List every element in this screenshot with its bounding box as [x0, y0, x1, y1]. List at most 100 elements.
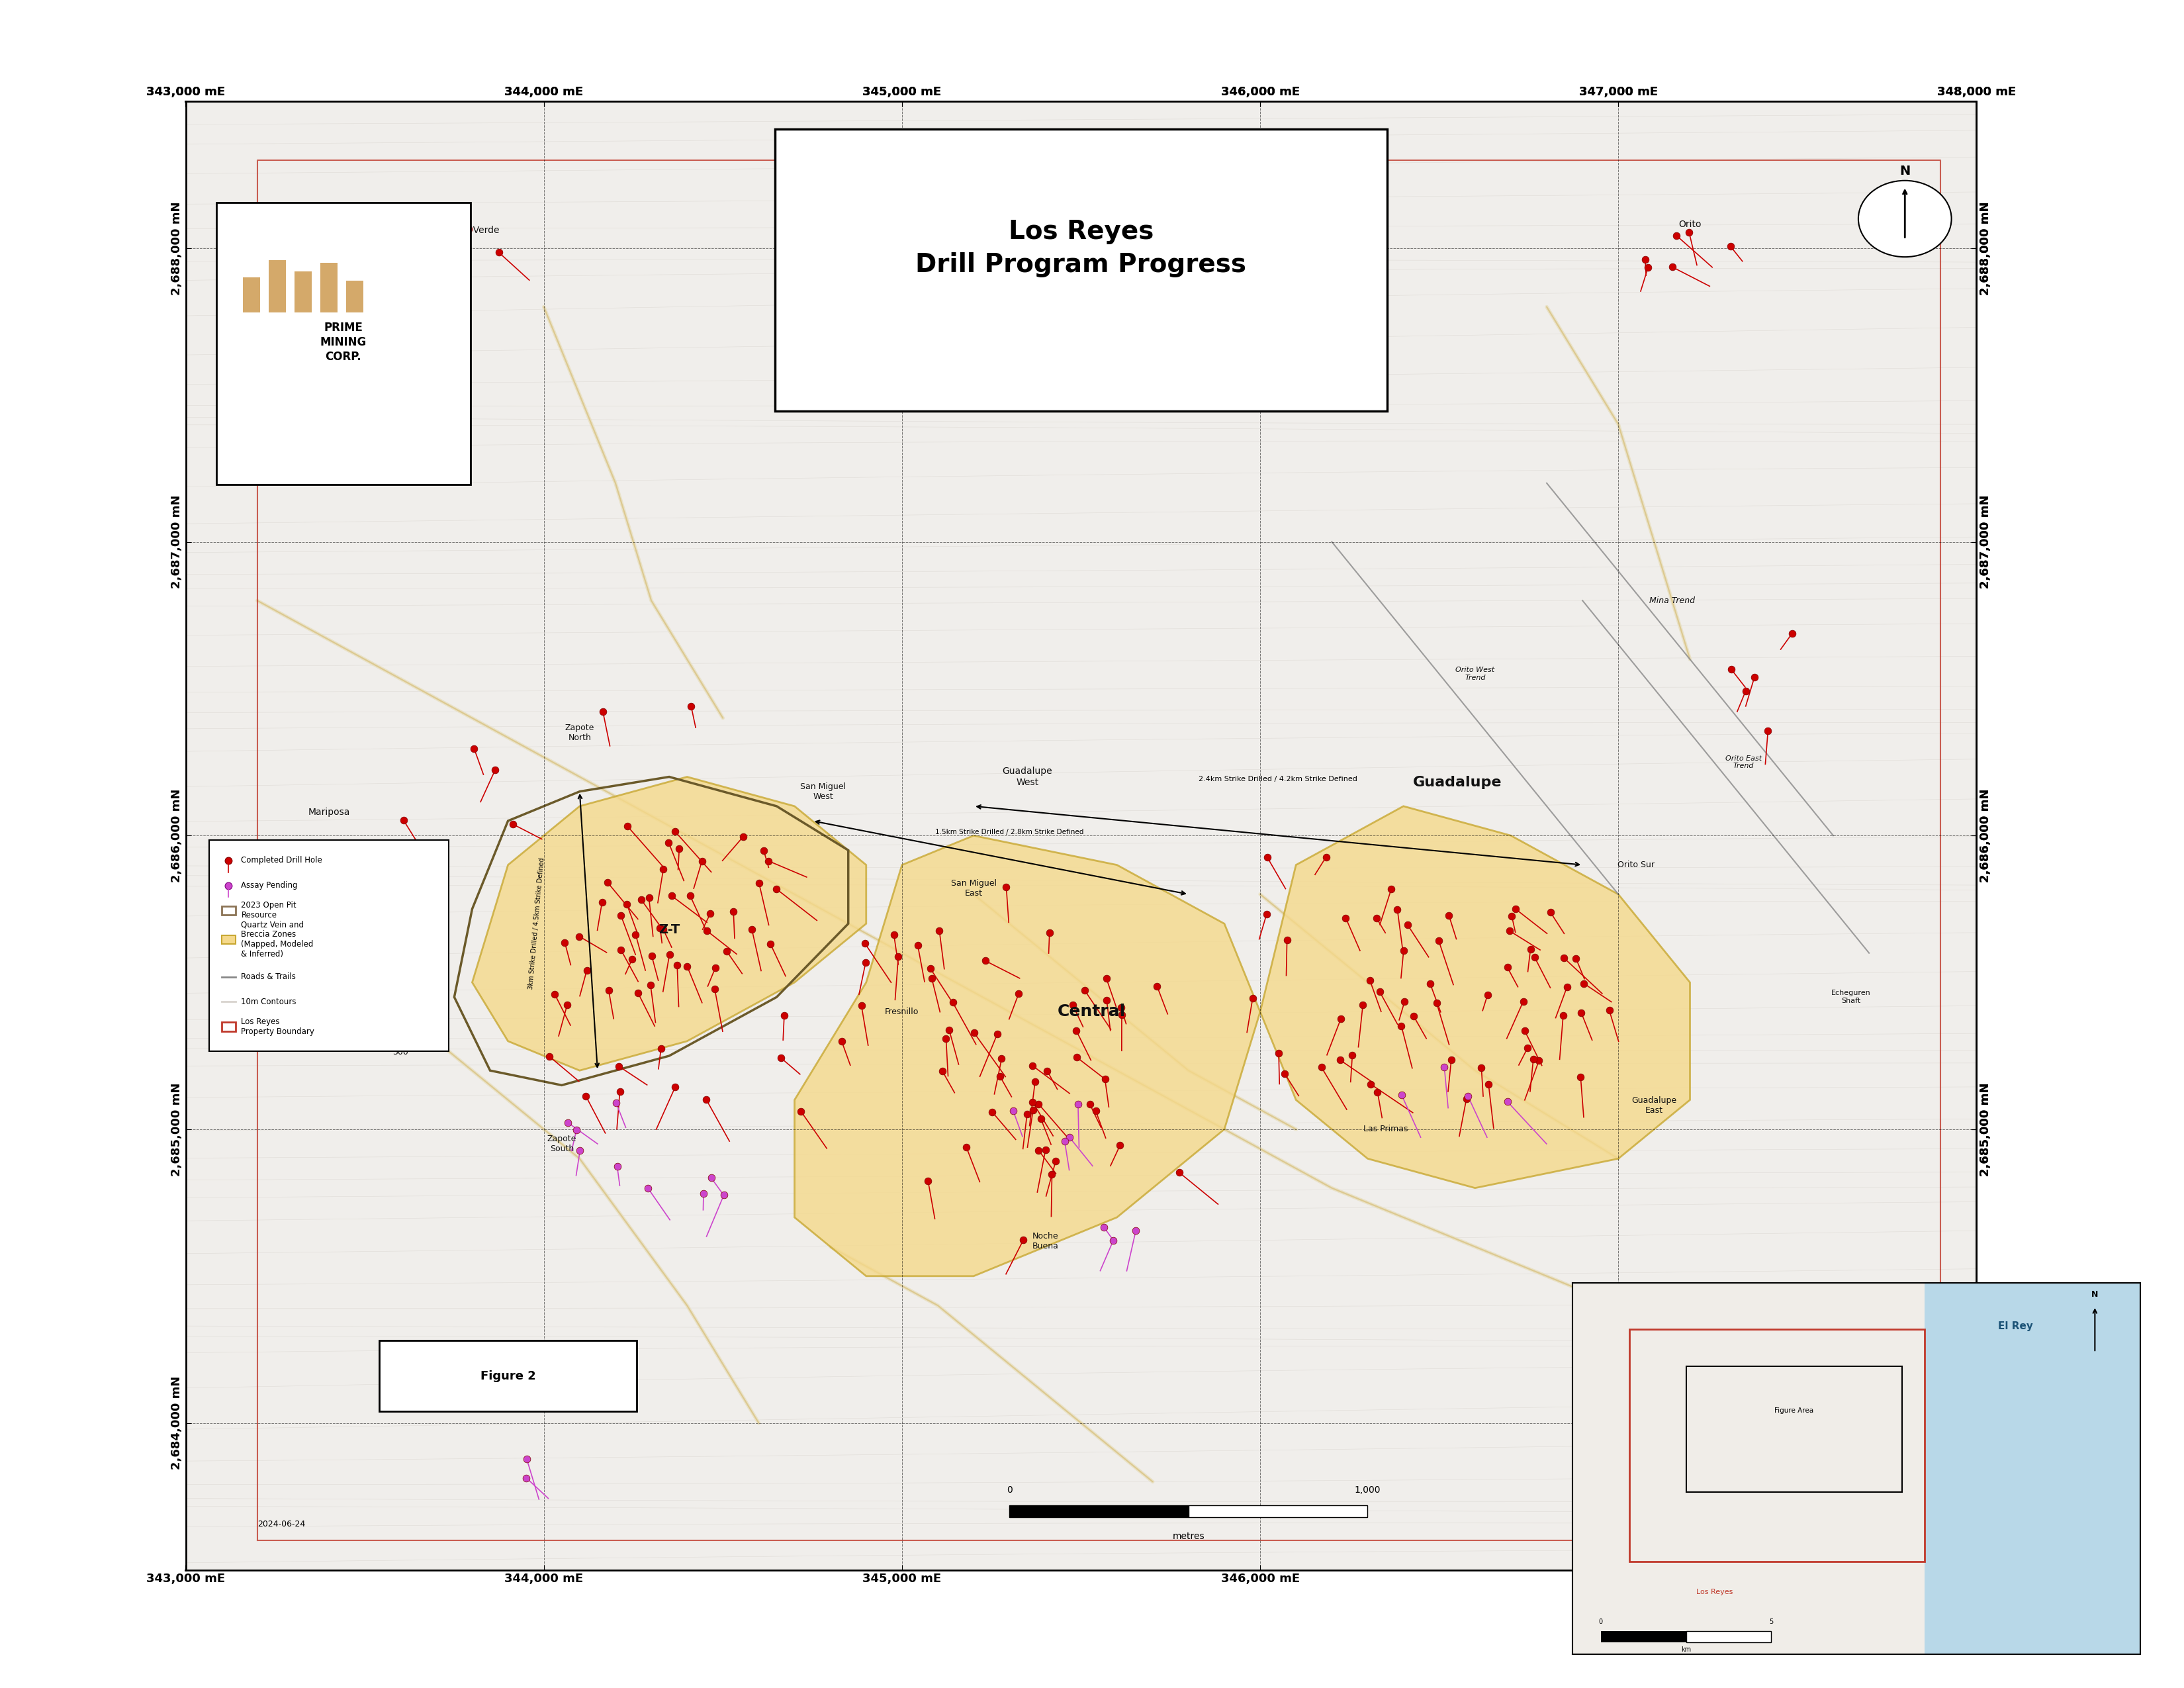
- Circle shape: [1859, 181, 1952, 257]
- Point: [1463, 1055, 1498, 1082]
- Text: N: N: [1900, 165, 1911, 177]
- Point: [1103, 1131, 1138, 1158]
- Point: [692, 900, 727, 927]
- Bar: [1924, 1283, 2140, 1654]
- Polygon shape: [1260, 807, 1690, 1188]
- Point: [1022, 1136, 1057, 1163]
- Point: [660, 952, 695, 979]
- Point: [1671, 219, 1706, 246]
- Point: [644, 1035, 679, 1062]
- Point: [1037, 1148, 1072, 1175]
- Point: [673, 883, 708, 910]
- Text: Guadalupe
East: Guadalupe East: [1631, 1097, 1677, 1116]
- Text: Mina Trend: Mina Trend: [1649, 596, 1695, 604]
- Point: [933, 1016, 968, 1043]
- Text: Assay Pending: Assay Pending: [240, 881, 297, 890]
- Point: [1059, 1018, 1094, 1045]
- Point: [1470, 982, 1505, 1009]
- Point: [1007, 1225, 1042, 1252]
- Point: [935, 989, 970, 1016]
- Point: [1090, 987, 1125, 1014]
- Text: Noche
Buena: Noche Buena: [1033, 1232, 1059, 1251]
- Point: [509, 1445, 544, 1472]
- Point: [764, 1045, 799, 1072]
- Point: [592, 977, 627, 1004]
- Point: [747, 837, 782, 864]
- Point: [603, 903, 638, 930]
- Point: [609, 891, 644, 918]
- Text: Guadalupe
West: Guadalupe West: [1002, 766, 1053, 787]
- Point: [968, 947, 1002, 974]
- Point: [601, 1153, 636, 1180]
- Point: [1492, 917, 1527, 944]
- Point: [1385, 1082, 1420, 1109]
- Point: [1105, 1001, 1140, 1028]
- Point: [1546, 1003, 1581, 1030]
- Bar: [321, 263, 339, 312]
- Point: [478, 756, 513, 783]
- Text: 0: 0: [1599, 1619, 1603, 1626]
- Point: [1728, 677, 1762, 704]
- Point: [1448, 1085, 1483, 1112]
- Point: [1033, 918, 1068, 945]
- Point: [1061, 1090, 1096, 1117]
- Text: 1,000: 1,000: [1354, 1485, 1380, 1496]
- Point: [620, 979, 655, 1006]
- Point: [614, 945, 649, 972]
- Point: [753, 930, 788, 957]
- Point: [646, 856, 681, 883]
- Point: [913, 955, 948, 982]
- Text: Orito: Orito: [1679, 219, 1701, 230]
- Text: Completed Drill Hole: Completed Drill Hole: [240, 856, 323, 864]
- Point: [957, 1020, 992, 1047]
- Point: [926, 1058, 961, 1085]
- Point: [1559, 945, 1594, 972]
- Bar: [1601, 1631, 1686, 1642]
- Point: [1016, 1097, 1051, 1124]
- Point: [1380, 896, 1415, 923]
- Point: [550, 1109, 585, 1136]
- Text: Zapote
North: Zapote North: [566, 724, 594, 743]
- Point: [354, 846, 389, 873]
- Text: Zapote
South: Zapote South: [546, 1134, 577, 1153]
- Text: Orito West
Trend: Orito West Trend: [1455, 667, 1494, 682]
- Point: [437, 257, 472, 284]
- Point: [1546, 945, 1581, 972]
- Point: [1072, 1090, 1107, 1117]
- Bar: [345, 280, 363, 312]
- Point: [480, 240, 515, 267]
- Point: [823, 1028, 858, 1055]
- Point: [1564, 999, 1599, 1026]
- Point: [760, 876, 795, 903]
- FancyBboxPatch shape: [210, 841, 450, 1052]
- Text: metres: metres: [1173, 1531, 1206, 1541]
- Point: [598, 1089, 633, 1116]
- Point: [1631, 255, 1666, 282]
- Point: [402, 235, 437, 262]
- Point: [651, 829, 686, 856]
- Text: San Miguel
West: San Miguel West: [799, 782, 845, 800]
- Point: [657, 819, 692, 846]
- Point: [1374, 876, 1409, 903]
- Point: [1712, 233, 1747, 260]
- Point: [847, 949, 882, 976]
- Text: 2023 Open Pit
Resource: 2023 Open Pit Resource: [240, 901, 297, 920]
- Point: [625, 886, 660, 913]
- Text: Tahonitas: Tahonitas: [579, 1366, 618, 1374]
- Point: [1426, 1053, 1461, 1080]
- Bar: [1188, 1506, 1367, 1518]
- Text: Orito Sur: Orito Sur: [1618, 861, 1655, 869]
- Point: [690, 917, 725, 944]
- Point: [1324, 1047, 1358, 1074]
- Point: [843, 993, 878, 1020]
- Point: [631, 1175, 666, 1202]
- Bar: [269, 260, 286, 312]
- Point: [1328, 905, 1363, 932]
- Point: [983, 1063, 1018, 1090]
- Point: [751, 847, 786, 874]
- Point: [1354, 1070, 1389, 1097]
- Point: [922, 917, 957, 944]
- Point: [1548, 974, 1583, 1001]
- Text: La Verde: La Verde: [459, 226, 500, 235]
- Point: [1714, 655, 1749, 682]
